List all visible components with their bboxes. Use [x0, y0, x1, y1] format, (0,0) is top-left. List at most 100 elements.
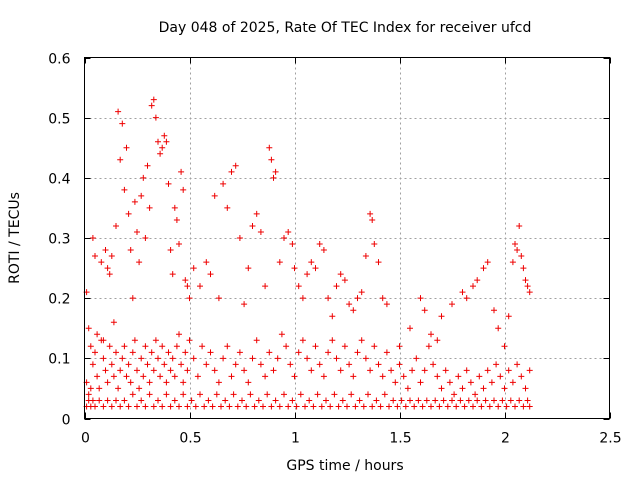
data-point	[352, 403, 359, 410]
data-point	[329, 337, 336, 344]
data-point	[459, 289, 466, 296]
data-point	[169, 355, 176, 362]
data-point	[176, 403, 182, 410]
data-point	[110, 319, 117, 326]
data-point	[484, 259, 491, 266]
data-point	[407, 397, 413, 404]
data-point	[207, 349, 214, 356]
data-point	[104, 397, 111, 404]
data-point	[100, 355, 107, 362]
data-point	[512, 241, 518, 248]
data-point	[400, 373, 407, 380]
data-point	[438, 385, 445, 392]
data-point	[484, 367, 491, 374]
data-point	[159, 343, 166, 350]
data-point	[155, 355, 161, 362]
data-point	[291, 265, 298, 272]
data-point	[134, 367, 140, 374]
data-point	[495, 325, 502, 332]
data-point	[142, 343, 149, 350]
data-point	[287, 361, 294, 368]
data-point	[228, 168, 235, 175]
data-point	[266, 349, 273, 356]
data-point	[505, 367, 512, 374]
data-point	[415, 397, 422, 404]
data-point	[123, 373, 130, 380]
x-tick-label: 0	[81, 431, 90, 447]
data-point	[176, 241, 182, 248]
data-point	[236, 349, 243, 356]
data-point	[501, 385, 508, 392]
data-point	[119, 120, 126, 127]
data-point	[295, 349, 302, 356]
data-point	[289, 241, 296, 248]
data-point	[383, 349, 390, 356]
data-point	[270, 367, 277, 374]
data-point	[173, 343, 180, 350]
data-point	[341, 343, 348, 350]
data-point	[467, 379, 474, 386]
chart-title: Day 048 of 2025, Rate Of TEC Index for r…	[159, 20, 532, 36]
data-point	[409, 367, 416, 374]
data-point	[98, 259, 105, 266]
data-point	[320, 247, 327, 254]
data-point	[146, 391, 153, 398]
data-point	[176, 331, 182, 338]
data-point	[138, 355, 145, 362]
data-point	[491, 397, 497, 404]
data-point	[207, 271, 214, 278]
data-point	[388, 367, 395, 374]
data-point	[308, 259, 315, 266]
data-point	[470, 283, 476, 290]
data-point	[249, 222, 256, 229]
data-point	[190, 265, 197, 272]
data-point	[203, 361, 210, 368]
data-point	[222, 397, 229, 404]
data-point	[402, 403, 409, 410]
data-point	[432, 397, 439, 404]
data-point	[201, 403, 208, 410]
data-point	[434, 373, 441, 380]
data-point	[232, 361, 239, 368]
data-point	[94, 331, 101, 338]
data-point	[146, 204, 153, 211]
data-point	[232, 162, 239, 169]
data-point	[495, 403, 502, 410]
data-point	[360, 403, 367, 410]
data-point	[329, 313, 336, 320]
data-point	[144, 162, 151, 169]
data-point	[150, 367, 157, 374]
y-tick-label: 0.1	[48, 352, 70, 368]
data-point	[488, 379, 495, 386]
data-point	[463, 367, 470, 374]
data-point	[516, 222, 523, 229]
data-point	[230, 391, 237, 398]
data-point	[186, 295, 193, 302]
data-point	[236, 235, 243, 241]
data-point	[503, 403, 510, 410]
data-point	[129, 391, 136, 398]
data-point	[163, 138, 170, 145]
data-point	[299, 295, 306, 302]
data-point	[136, 385, 143, 392]
data-point	[371, 241, 378, 248]
data-point	[509, 259, 516, 266]
data-point	[247, 391, 254, 398]
data-point	[167, 367, 174, 374]
x-axis-label: GPS time / hours	[286, 458, 403, 474]
data-point	[129, 349, 136, 356]
data-point	[192, 403, 199, 410]
data-point	[354, 295, 361, 302]
data-point	[350, 307, 357, 314]
data-point	[333, 283, 340, 290]
data-point	[251, 403, 258, 410]
data-point	[470, 403, 476, 410]
data-point	[117, 156, 124, 163]
data-point	[131, 198, 138, 205]
data-point	[379, 373, 386, 380]
data-point	[453, 403, 460, 410]
x-tick-labels: 0 0.5 1 1.5 2 2.5	[81, 431, 622, 447]
y-axis-label: ROTI / TECUs	[7, 192, 23, 284]
data-point	[396, 343, 403, 350]
data-point	[270, 174, 277, 181]
